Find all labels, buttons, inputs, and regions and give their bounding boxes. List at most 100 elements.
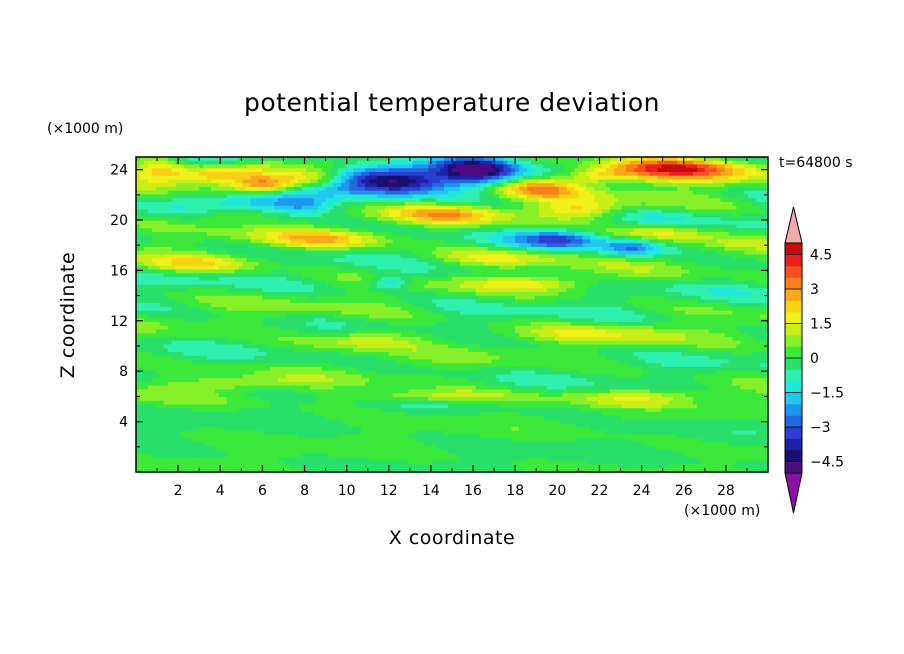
field-cell	[376, 232, 382, 237]
field-cell	[748, 239, 753, 244]
field-cell	[665, 205, 670, 211]
field-cell	[716, 258, 722, 263]
field-cell	[712, 164, 718, 169]
field-cell	[487, 194, 493, 199]
field-cell	[586, 258, 591, 263]
field-cell	[258, 179, 263, 184]
field-cell	[301, 187, 307, 192]
field-cell	[665, 190, 670, 196]
field-cell	[566, 243, 572, 248]
field-cell	[163, 205, 169, 211]
field-cell	[305, 194, 311, 199]
field-cell	[566, 190, 572, 196]
field-cell	[218, 247, 224, 252]
field-cell	[428, 194, 433, 199]
field-cell	[199, 232, 204, 237]
field-cell	[282, 262, 287, 267]
field-cell	[463, 187, 469, 192]
field-cell	[744, 232, 749, 237]
field-cell	[459, 224, 465, 229]
field-cell	[542, 205, 548, 211]
field-cell	[136, 262, 141, 267]
field-cell	[420, 228, 425, 233]
field-cell	[594, 247, 599, 252]
field-cell	[685, 243, 690, 248]
field-cell	[491, 228, 497, 233]
field-cell	[716, 187, 722, 192]
field-cell	[578, 209, 583, 214]
field-cell	[353, 217, 358, 222]
field-cell	[432, 209, 437, 214]
field-cell	[534, 198, 540, 203]
field-cell	[262, 190, 267, 196]
field-cell	[353, 250, 358, 256]
field-cell	[163, 179, 169, 184]
field-cell	[345, 198, 350, 203]
field-cell	[396, 250, 402, 256]
field-cell	[692, 232, 698, 237]
field-cell	[183, 273, 188, 278]
field-cell	[143, 175, 149, 181]
field-cell	[756, 239, 761, 244]
field-cell	[155, 194, 161, 199]
field-cell	[242, 258, 248, 263]
field-cell	[412, 190, 418, 196]
field-cell	[218, 175, 224, 181]
field-cell	[764, 265, 768, 271]
field-cell	[428, 262, 433, 267]
field-cell	[380, 228, 386, 233]
field-cell	[764, 198, 768, 203]
field-cell	[503, 190, 508, 196]
field-cell	[748, 217, 753, 222]
field-cell	[254, 250, 260, 256]
field-cell	[625, 209, 631, 214]
field-cell	[570, 217, 576, 222]
field-cell	[242, 269, 248, 274]
field-cell	[495, 217, 500, 222]
field-cell	[408, 213, 414, 218]
field-cell	[633, 179, 639, 184]
field-cell	[645, 262, 651, 267]
field-cell	[649, 239, 655, 244]
field-cell	[692, 224, 698, 229]
field-cell	[732, 243, 737, 248]
field-cell	[621, 224, 627, 229]
field-cell	[400, 168, 406, 173]
field-cell	[353, 247, 358, 252]
field-cell	[720, 247, 726, 252]
field-cell	[748, 179, 753, 184]
field-cell	[215, 160, 220, 166]
field-cell	[226, 209, 232, 214]
field-cell	[483, 224, 489, 229]
field-cell	[175, 198, 181, 203]
field-cell	[175, 194, 181, 199]
field-cell	[546, 235, 552, 241]
field-cell	[673, 213, 678, 218]
field-cell	[246, 160, 252, 166]
field-cell	[716, 157, 722, 162]
field-cell	[594, 202, 599, 207]
field-cell	[471, 157, 477, 162]
field-cell	[143, 168, 149, 173]
field-cell	[361, 254, 366, 259]
field-cell	[704, 213, 710, 218]
field-cell	[373, 247, 378, 252]
field-cell	[712, 232, 718, 237]
field-cell	[720, 228, 726, 233]
field-cell	[598, 190, 603, 196]
field-cell	[704, 258, 710, 263]
field-cell	[254, 187, 260, 192]
field-cell	[720, 269, 726, 274]
field-cell	[396, 262, 402, 267]
field-cell	[633, 172, 639, 177]
field-cell	[262, 235, 267, 241]
field-cell	[467, 168, 473, 173]
field-cell	[669, 262, 674, 267]
field-cell	[625, 205, 631, 211]
field-cell	[226, 157, 232, 162]
field-cell	[234, 220, 240, 226]
field-cell	[305, 265, 311, 271]
field-cell	[282, 187, 287, 192]
field-cell	[704, 202, 710, 207]
field-cell	[613, 157, 619, 162]
